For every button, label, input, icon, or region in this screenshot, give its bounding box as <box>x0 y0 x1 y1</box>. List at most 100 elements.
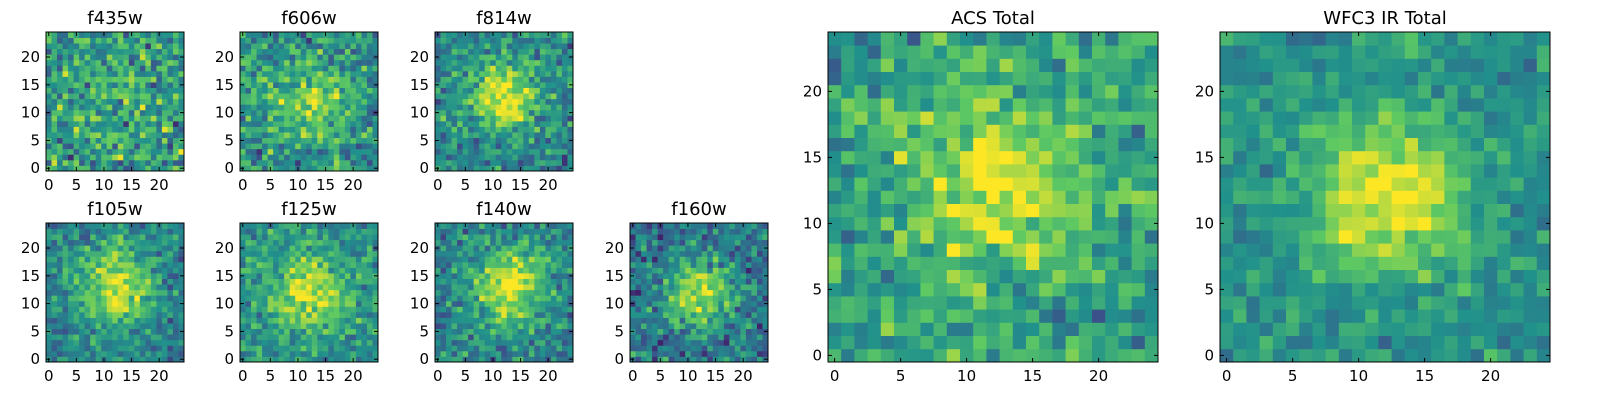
heatmap-cell <box>57 306 63 313</box>
heatmap-cell <box>556 234 563 241</box>
heatmap-cell <box>267 267 274 274</box>
heatmap-cell <box>556 306 563 313</box>
heatmap-cell <box>663 223 670 229</box>
heatmap-cell <box>73 104 80 111</box>
heatmap-cell <box>440 306 447 313</box>
heatmap-cell <box>641 334 647 341</box>
heatmap-cell <box>517 65 524 72</box>
heatmap-cell <box>150 334 157 341</box>
heatmap-cell <box>641 284 647 291</box>
heatmap-cell <box>867 190 882 204</box>
heatmap-cell <box>512 104 519 111</box>
heatmap-cell <box>556 328 563 335</box>
heatmap-cell <box>278 223 285 229</box>
heatmap-cell <box>51 311 58 318</box>
heatmap-cell <box>545 148 552 155</box>
heatmap-cell <box>278 132 285 139</box>
heatmap-cell <box>311 228 318 235</box>
heatmap-cell <box>523 87 530 94</box>
heatmap-cell <box>663 323 670 330</box>
heatmap-cell <box>751 306 758 313</box>
heatmap-cell <box>1118 164 1132 178</box>
heatmap-cell <box>907 216 921 231</box>
heatmap-cell <box>295 323 302 330</box>
heatmap-cell <box>311 250 318 257</box>
heatmap-cell <box>284 98 291 105</box>
heatmap-cell <box>561 317 568 324</box>
heatmap-cell <box>1118 203 1132 218</box>
heatmap-cell <box>490 43 497 50</box>
heatmap-cell <box>106 120 113 127</box>
heatmap-cell <box>262 350 268 357</box>
heatmap-cell <box>139 300 146 307</box>
heatmap-cell <box>435 48 441 55</box>
heatmap-cell <box>123 345 130 352</box>
heatmap-cell <box>517 159 524 166</box>
heatmap-cell <box>355 43 362 50</box>
heatmap-cell <box>123 126 130 133</box>
heatmap-cell <box>696 334 703 341</box>
heatmap-cell <box>123 32 130 38</box>
heatmap-cell <box>84 54 91 61</box>
heatmap-cell <box>117 273 124 279</box>
heatmap-cell <box>240 284 246 291</box>
heatmap-cell <box>322 70 329 77</box>
heatmap-cell <box>333 245 340 252</box>
heatmap-cell <box>946 282 961 297</box>
heatmap-cell <box>161 345 168 352</box>
heatmap-cell <box>880 296 895 310</box>
heatmap-cell <box>262 223 268 229</box>
heatmap-cell <box>501 59 508 66</box>
heatmap-cell <box>490 261 497 268</box>
x-tick-label: 20 <box>150 367 169 385</box>
heatmap-cell <box>273 334 280 341</box>
heatmap-cell <box>79 37 86 44</box>
heatmap-cell <box>468 250 475 257</box>
heatmap-cell <box>79 70 86 77</box>
heatmap-cell <box>350 143 357 150</box>
heatmap-cell <box>350 345 357 352</box>
heatmap-cell <box>550 339 557 346</box>
heatmap-cell <box>729 234 736 241</box>
heatmap-cell <box>84 323 91 330</box>
heatmap-cell <box>646 273 653 279</box>
heatmap-cell <box>150 154 157 161</box>
heatmap-cell <box>262 76 268 83</box>
heatmap-cell <box>756 278 763 285</box>
heatmap-cell <box>946 256 961 270</box>
heatmap-cell <box>344 300 351 307</box>
heatmap-cell <box>322 154 329 161</box>
heatmap-cell <box>556 334 563 341</box>
heatmap-cell <box>273 120 280 127</box>
heatmap-cell <box>517 311 524 318</box>
heatmap-cell <box>245 115 252 122</box>
heatmap-cell <box>295 76 302 83</box>
heatmap-cell <box>528 59 535 66</box>
y-tick-label: 0 <box>224 350 234 368</box>
heatmap-cell <box>240 345 246 352</box>
heatmap-cell <box>295 70 302 77</box>
heatmap-cell <box>262 37 268 44</box>
heatmap-cell <box>344 43 351 50</box>
heatmap-cell <box>295 328 302 335</box>
heatmap-cell <box>641 345 647 352</box>
heatmap-cell <box>674 323 681 330</box>
heatmap-cell <box>756 339 763 346</box>
heatmap-cell <box>534 334 541 341</box>
heatmap-cell <box>479 70 486 77</box>
heatmap-cell <box>90 54 97 61</box>
heatmap-cell <box>561 98 568 105</box>
heatmap-cell <box>435 65 441 72</box>
heatmap-cell <box>946 322 961 336</box>
heatmap-cell <box>344 109 351 116</box>
heatmap-cell <box>1118 282 1132 297</box>
x-tick-label: 10 <box>94 367 113 385</box>
heatmap-cell <box>528 239 535 246</box>
heatmap-cell <box>79 76 86 83</box>
heatmap-cell <box>267 306 274 313</box>
heatmap-cell <box>512 356 519 363</box>
heatmap-cell <box>273 350 280 357</box>
heatmap-cell <box>145 345 152 352</box>
heatmap-cell <box>556 323 563 330</box>
heatmap-cell <box>145 143 152 150</box>
